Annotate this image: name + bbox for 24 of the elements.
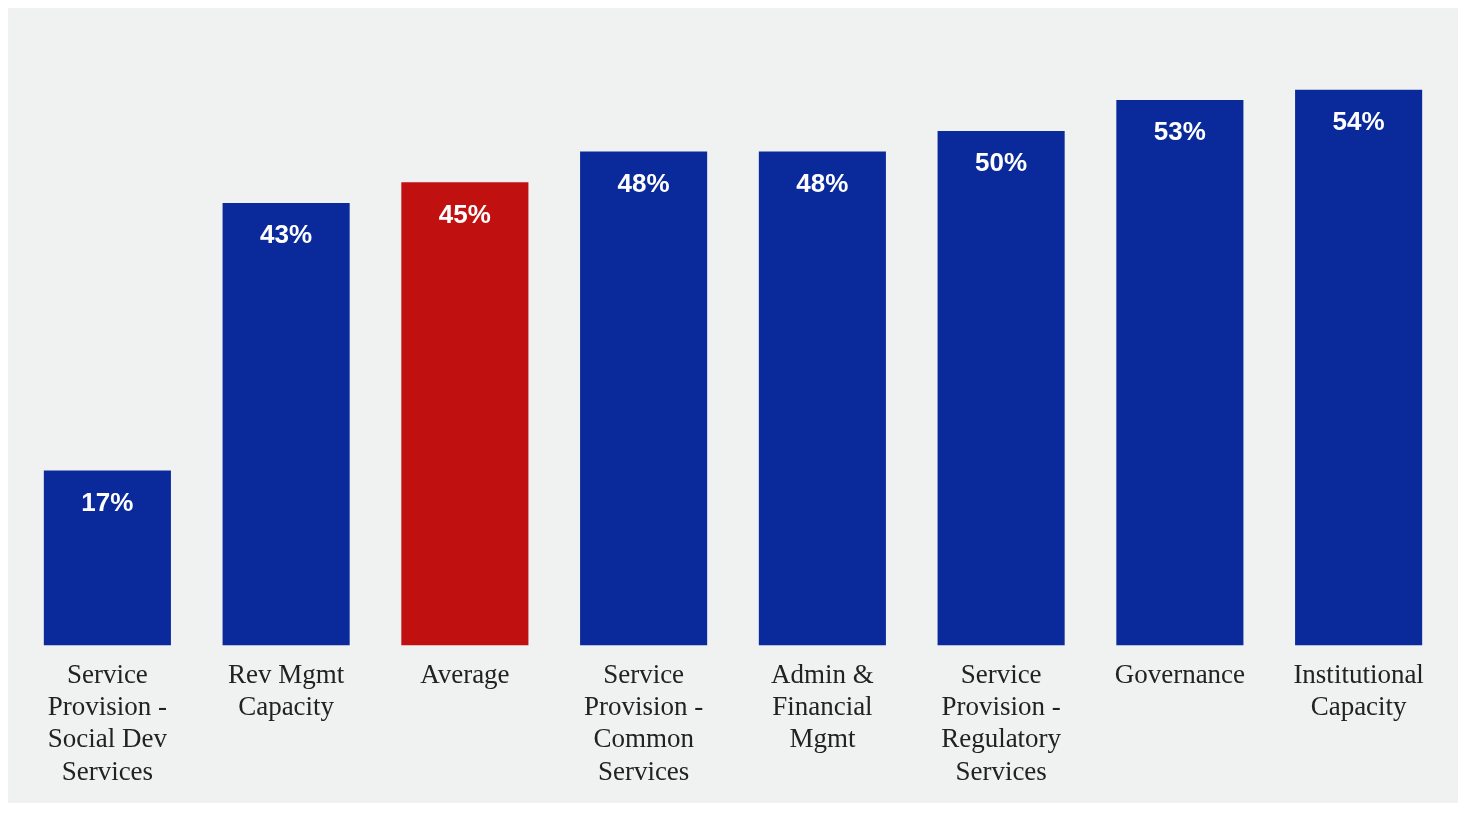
bar (580, 151, 708, 646)
data-label: 48% (796, 167, 849, 198)
x-tick-label: Governance (1114, 658, 1246, 689)
data-label: 54% (1332, 105, 1385, 136)
x-tick-label: Service Provision - Regulatory Services (941, 658, 1062, 786)
data-label: 50% (975, 147, 1028, 178)
data-label: 43% (260, 219, 313, 250)
x-tick-label: Service Provision - Common Services (583, 658, 704, 786)
data-label: 48% (617, 167, 670, 198)
bar (937, 130, 1065, 646)
x-tick-label: Average (420, 658, 510, 689)
bar (222, 202, 350, 646)
x-tick-label: Institutional Capacity (1293, 658, 1424, 722)
x-tick-label: Admin & Financial Mgmt (770, 658, 874, 754)
data-label: 53% (1153, 116, 1206, 147)
bar (43, 470, 171, 646)
bar (758, 151, 886, 646)
bar (1295, 89, 1423, 646)
data-label: 45% (438, 198, 491, 229)
x-tick-label: Service Provision - Social Dev Services (47, 658, 168, 786)
x-tick-label: Rev Mgmt Capacity (227, 658, 345, 722)
bar (1116, 100, 1244, 646)
data-label: 17% (81, 486, 134, 517)
bar (401, 182, 529, 646)
